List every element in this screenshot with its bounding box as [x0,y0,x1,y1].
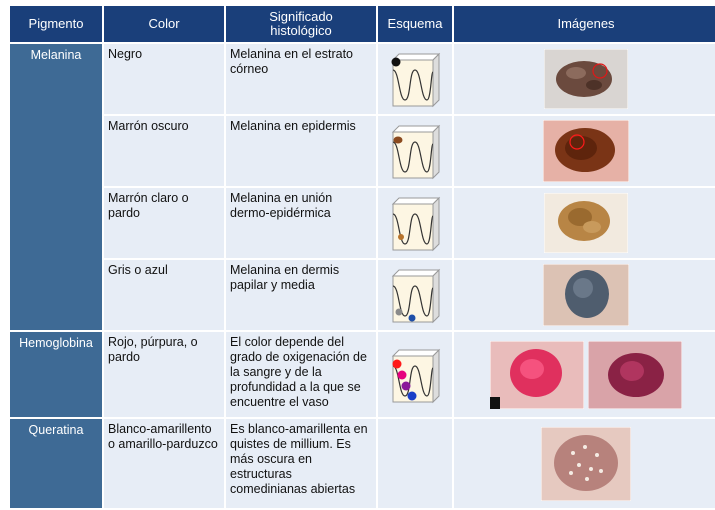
meaning-cell: Es blanco-amarillenta en quistes de mill… [226,419,376,508]
skin-schema-icon [391,268,441,324]
table-row: Melanina Negro Melanina en el estrato có… [10,44,715,330]
table-row: Queratina Blanco-amarillento o amarillo-… [10,419,715,508]
dermoscopy-image-2 [543,120,629,182]
image-cell [454,332,715,417]
image-cell [454,44,715,114]
table-row: Marrón oscuro Melanina en epidermis [10,116,715,186]
table-row: Marrón claro o pardo Melanina en unión d… [10,188,715,258]
table-row: Hemoglobina Rojo, púrpura, o pardo El co… [10,332,715,417]
dermoscopy-image-6 [541,426,631,501]
dermoscopy-image-5b [587,340,682,409]
schema-cell [378,332,452,417]
meaning-cell: Melanina en dermis papilar y media [226,260,376,330]
color-cell: Negro [104,44,224,114]
header-significado-line1: Significado [269,9,333,24]
color-cell: Marrón oscuro [104,116,224,186]
header-significado: Significado histológico [226,6,376,42]
schema-cell [378,44,452,114]
color-cell: Gris o azul [104,260,224,330]
header-significado-line2: histológico [270,23,332,38]
meaning-cell: El color depende del grado de oxigenació… [226,332,376,417]
schema-cell [378,188,452,258]
header-esquema: Esquema [378,6,452,42]
color-cell: Rojo, púrpura, o pardo [104,332,224,417]
table-row: Gris o azul Melanina en dermis papilar y… [10,260,715,330]
schema-cell [378,260,452,330]
pigment-table-container: Pigmento Color Significado histológico E… [8,4,715,508]
schema-cell [378,116,452,186]
color-cell: Blanco-amarillento o amarillo-parduzco [104,419,224,508]
meaning-cell: Melanina en unión dermo-epidérmica [226,188,376,258]
dermoscopy-image-3 [544,193,628,253]
pigment-cell-hemoglobina: Hemoglobina [10,332,102,417]
header-row: Pigmento Color Significado histológico E… [10,6,715,42]
header-imagenes: Imágenes [454,6,715,42]
dermoscopy-image-1 [544,49,628,109]
image-cell [454,419,715,508]
header-color: Color [104,6,224,42]
dermoscopy-image-4 [543,264,629,326]
meaning-cell: Melanina en el estrato córneo [226,44,376,114]
image-cell [454,116,715,186]
pigment-cell-melanina: Melanina [10,44,102,330]
pigment-table: Pigmento Color Significado histológico E… [8,4,715,510]
skin-schema-icon [391,124,441,180]
header-pigmento: Pigmento [10,6,102,42]
image-cell [454,188,715,258]
schema-cell-empty [378,419,452,508]
image-cell [454,260,715,330]
color-cell: Marrón claro o pardo [104,188,224,258]
skin-schema-icon [391,196,441,252]
skin-schema-icon [391,52,441,108]
meaning-cell: Melanina en epidermis [226,116,376,186]
dermoscopy-image-5a [490,340,585,409]
pigment-cell-queratina: Queratina [10,419,102,508]
skin-schema-icon [391,348,441,403]
